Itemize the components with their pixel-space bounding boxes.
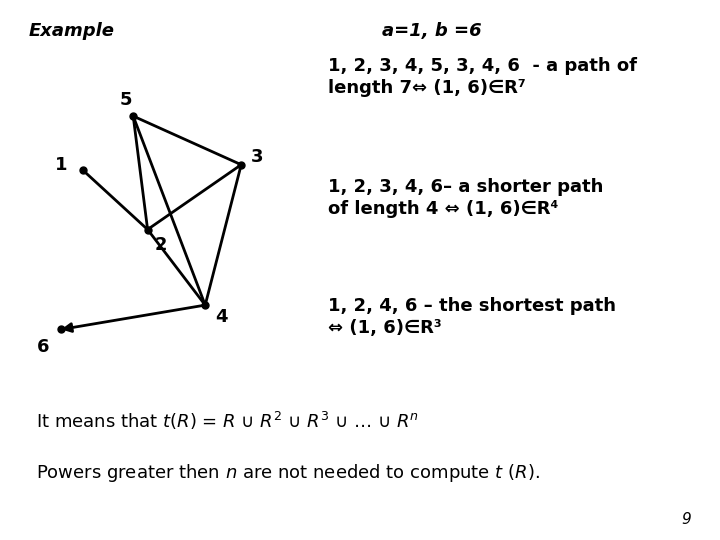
- Text: 6: 6: [37, 338, 50, 356]
- Text: 2: 2: [154, 235, 167, 254]
- Text: 3: 3: [251, 147, 264, 166]
- Text: 9: 9: [681, 511, 691, 526]
- Text: It means that $t(R)$ = $R$ ∪ $R^2$ ∪ $R^3$ ∪ … ∪ $R^n$: It means that $t(R)$ = $R$ ∪ $R^2$ ∪ $R^…: [36, 410, 419, 433]
- Text: 1, 2, 4, 6 – the shortest path
⇔ (1, 6)∈R³: 1, 2, 4, 6 – the shortest path ⇔ (1, 6)∈…: [328, 297, 616, 337]
- Text: 4: 4: [215, 308, 228, 326]
- Text: Powers greater then $n$ are not needed to compute $t$ ($R$).: Powers greater then $n$ are not needed t…: [36, 462, 540, 484]
- Text: 1: 1: [55, 156, 68, 174]
- Text: Example: Example: [29, 22, 114, 39]
- Text: 1, 2, 3, 4, 6– a shorter path
of length 4 ⇔ (1, 6)∈R⁴: 1, 2, 3, 4, 6– a shorter path of length …: [328, 178, 603, 218]
- Text: 5: 5: [120, 91, 132, 109]
- Text: a=1, b =6: a=1, b =6: [382, 22, 482, 39]
- Text: 1, 2, 3, 4, 5, 3, 4, 6  - a path of
length 7⇔ (1, 6)∈R⁷: 1, 2, 3, 4, 5, 3, 4, 6 - a path of lengt…: [328, 57, 636, 97]
